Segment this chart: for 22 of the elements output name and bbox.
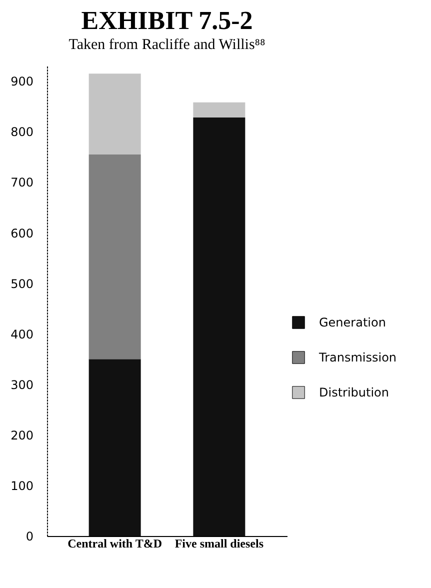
bar [193, 102, 246, 118]
y-tick-label: 300 [10, 378, 34, 392]
y-tick-label: 400 [10, 327, 34, 342]
legend-label: Distribution [319, 386, 390, 400]
bar [88, 154, 141, 360]
x-tick-label: Central with T&D [68, 536, 162, 550]
y-tick-label: 0 [26, 530, 34, 544]
bar [193, 118, 246, 536]
y-tick-label: 800 [10, 125, 34, 140]
legend-label: Transmission [318, 350, 397, 364]
bar [88, 74, 141, 154]
chart-subtitle: Taken from Racliffe and Willis⁸⁸ [68, 37, 266, 53]
y-tick-label: 900 [10, 74, 34, 89]
y-tick-label: 500 [10, 276, 34, 291]
y-tick-label: 600 [10, 226, 34, 240]
chart-title: EXHIBIT 7.5-2 [81, 6, 253, 35]
bar [88, 359, 141, 536]
legend-label: Generation [319, 316, 386, 330]
y-tick-label: 700 [10, 176, 34, 190]
y-tick-label: 100 [10, 478, 34, 493]
y-tick-label: 200 [10, 428, 34, 442]
x-tick-label: Five small diesels [174, 536, 264, 550]
